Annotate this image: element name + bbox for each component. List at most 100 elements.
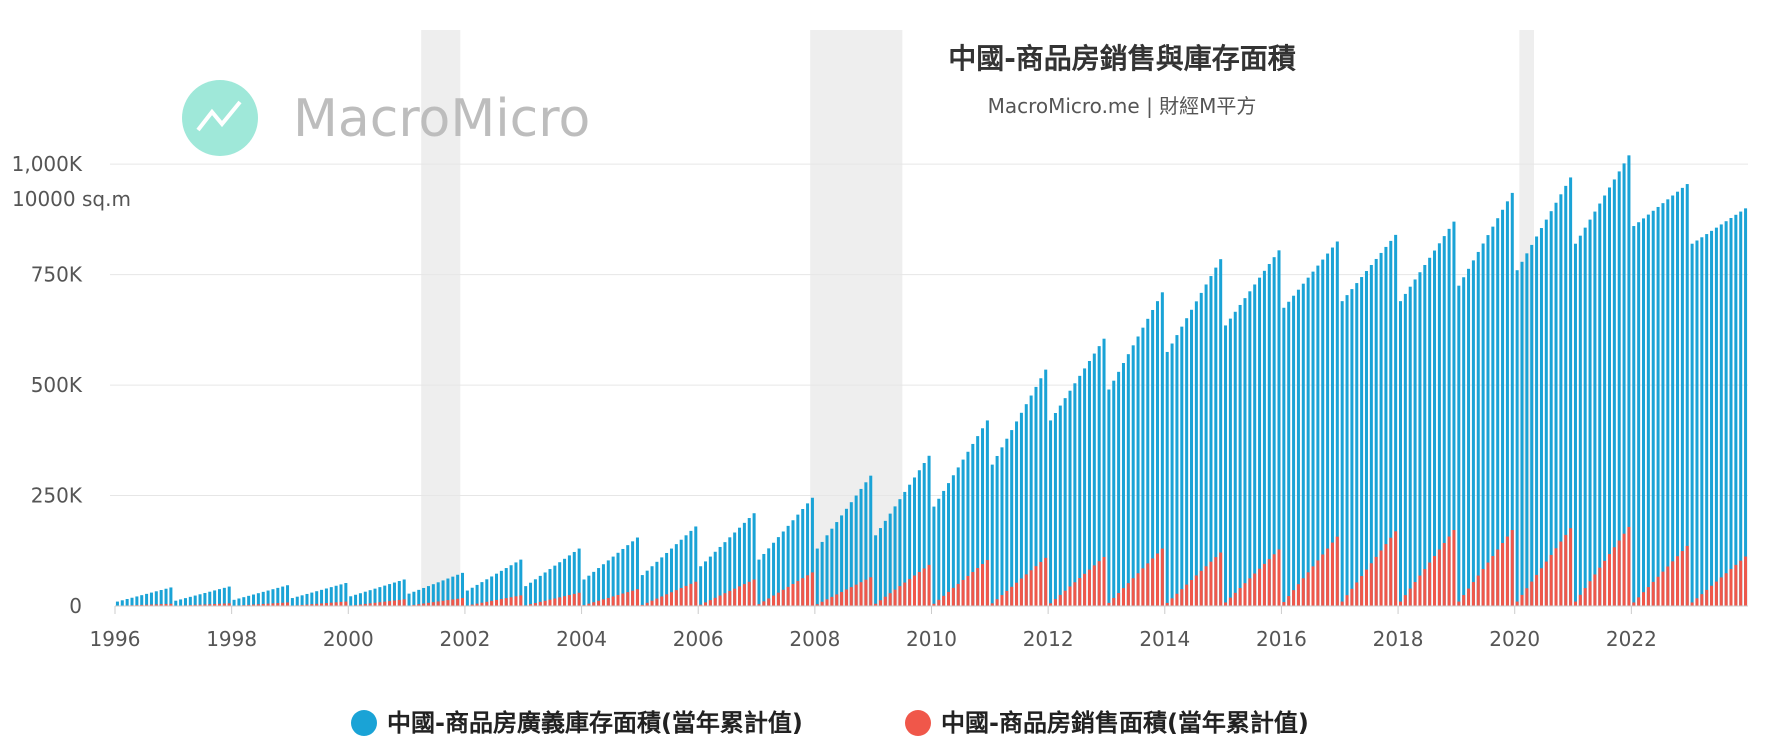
bar-inventory [1102,338,1106,606]
bar-sales [1744,556,1748,606]
bar-sales [703,602,708,606]
bar-sales [1326,548,1330,606]
bar-inventory [985,420,989,606]
bar-sales [767,598,771,606]
bar-sales [859,582,863,606]
bar-inventory [368,590,372,606]
bar-inventory [1476,251,1480,606]
bar-inventory [271,589,275,606]
bar-inventory [490,576,494,606]
bar-inventory [1243,298,1247,606]
bar-inventory [261,591,265,606]
bar-inventory [1034,386,1038,606]
bar-inventory [1024,404,1028,606]
bar-sales [1661,571,1665,606]
x-tick-label: 2018 [1373,627,1424,651]
bar-sales [1685,545,1689,606]
bar-sales [1413,582,1417,606]
bar-sales [840,591,844,606]
bar-inventory [154,591,158,606]
bar-sales [1569,528,1573,606]
bar-inventory [1185,318,1189,606]
bar-sales [256,604,260,606]
bar-sales [689,583,693,606]
bar-inventory [1155,301,1160,606]
bar-sales [849,587,853,606]
bar-sales [1705,589,1709,606]
bar-inventory [1452,221,1456,607]
legend-marker-sales [905,710,931,736]
bar-sales [1734,564,1738,606]
bar-inventory [1680,187,1684,606]
bar-sales [893,589,897,606]
bar-sales [806,575,810,606]
bar-inventory [169,587,173,606]
bar-inventory [597,568,601,606]
bar-inventory [120,600,124,606]
bar-sales [368,603,372,606]
bar-sales [966,575,970,606]
bar-inventory [358,593,362,606]
bar-inventory [1058,405,1062,606]
bar-inventory [1573,243,1577,606]
bar-sales [217,603,221,606]
bar-sales [1578,594,1582,606]
bar-inventory [1311,271,1315,606]
bar-sales [844,589,848,606]
bar-inventory [149,592,153,606]
y-axis-unit-label: 10000 sq.m [12,187,131,211]
bar-sales [1306,572,1310,606]
bar-sales [1559,541,1563,606]
bar-sales [324,603,328,606]
bar-sales [1238,588,1242,606]
bar-inventory [1442,236,1446,606]
bar-inventory [801,509,805,606]
bar-inventory [533,579,537,606]
bar-sales [640,604,644,606]
bar-inventory [310,592,314,606]
bar-sales [1714,581,1718,606]
bar-sales [1442,543,1446,606]
bar-sales [854,584,858,606]
bar-inventory [446,578,450,606]
bar-inventory [1151,309,1155,606]
bar-inventory [324,588,328,606]
bar-sales [397,599,401,606]
x-tick-label: 2022 [1606,627,1657,651]
bar-sales [533,603,537,606]
legend-item-sales[interactable]: 中國-商品房銷售面積(當年累計值) [905,709,1309,737]
bar-sales [1418,575,1422,606]
bar-inventory [247,595,251,606]
bar-sales [1316,560,1320,606]
legend-item-inventory[interactable]: 中國-商品房廣義庫存面積(當年累計值) [351,709,803,737]
bar-sales [388,601,392,606]
bar-inventory [728,537,732,606]
bar-sales [937,599,941,606]
bar-inventory [937,498,941,606]
bar-inventory [1632,226,1636,606]
bar-inventory [912,477,916,606]
bar-inventory [529,582,533,606]
bar-inventory [422,587,426,606]
bar-sales [942,595,946,606]
bar-inventory [1510,192,1514,606]
bar-sales [1180,589,1184,606]
x-tick-label: 2002 [439,627,490,651]
bar-sales [1510,530,1514,606]
series-inventory [115,155,1748,607]
x-tick-label: 2020 [1489,627,1540,651]
bar-sales [874,603,878,606]
bar-inventory [631,541,635,606]
bar-sales [499,599,503,606]
bar-inventory [125,599,129,606]
bar-sales [1700,594,1704,606]
bar-inventory [1491,226,1495,606]
bar-inventory [1316,265,1320,606]
bar-sales [1160,548,1164,606]
bar-sales [917,571,921,606]
bar-sales [1364,569,1368,606]
bar-sales [203,604,207,606]
bar-sales [1656,576,1660,606]
bar-inventory [922,463,926,606]
bar-sales [1243,583,1247,606]
